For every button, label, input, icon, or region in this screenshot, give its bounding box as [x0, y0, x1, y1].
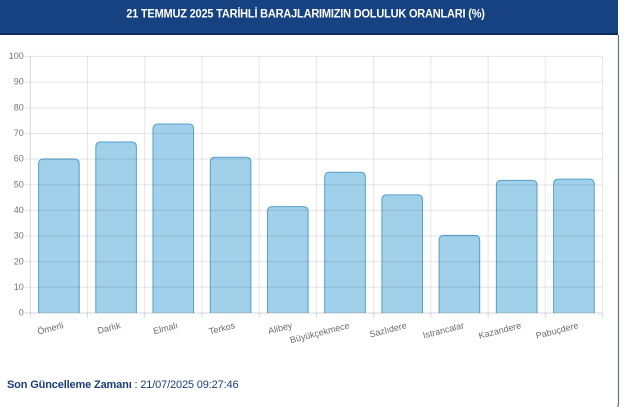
- svg-text:90: 90: [14, 77, 24, 87]
- svg-text:100: 100: [9, 51, 24, 61]
- svg-text:Elmalı: Elmalı: [152, 320, 179, 336]
- svg-text:Pabuçdere: Pabuçdere: [535, 320, 580, 341]
- svg-text:50: 50: [14, 179, 24, 189]
- svg-text:Istrancalar: Istrancalar: [422, 320, 465, 340]
- svg-text:0: 0: [19, 308, 24, 318]
- svg-text:Terkos: Terkos: [208, 320, 237, 336]
- svg-text:30: 30: [14, 231, 24, 241]
- svg-text:Alibey: Alibey: [267, 320, 294, 336]
- svg-text:80: 80: [14, 102, 24, 112]
- svg-text:60: 60: [14, 154, 24, 164]
- svg-text:20: 20: [14, 256, 24, 266]
- svg-text:70: 70: [14, 128, 24, 138]
- svg-text:40: 40: [14, 205, 24, 215]
- svg-text:Ömerli: Ömerli: [36, 320, 64, 336]
- svg-text:Büyükçekmece: Büyükçekmece: [289, 320, 351, 345]
- svg-text:10: 10: [14, 282, 24, 292]
- svg-text:Kazandere: Kazandere: [478, 320, 523, 341]
- svg-text:Sazlıdere: Sazlıdere: [368, 320, 407, 339]
- svg-text:Darlık: Darlık: [96, 320, 122, 336]
